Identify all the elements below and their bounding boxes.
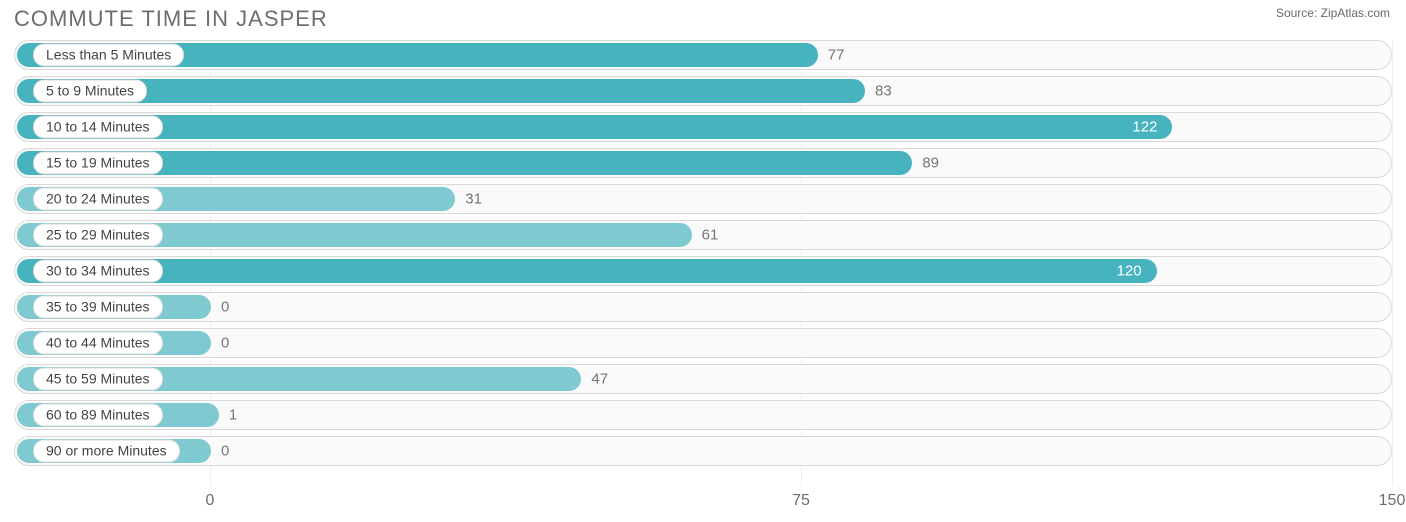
source-prefix: Source:: [1276, 6, 1321, 20]
bar-value-label: 0: [221, 335, 229, 352]
bar-category-label: 45 to 59 Minutes: [33, 368, 163, 391]
bar-value-label: 83: [875, 83, 892, 100]
bar-value-label: 89: [922, 155, 939, 172]
x-axis-labels: 075150: [14, 492, 1392, 518]
bar-category-label: 25 to 29 Minutes: [33, 224, 163, 247]
bar-track: 25 to 29 Minutes 61: [14, 220, 1392, 250]
bars-container: Less than 5 Minutes 77 5 to 9 Minutes 83 10 …: [14, 40, 1392, 466]
bar-category-label: 60 to 89 Minutes: [33, 404, 163, 427]
bar-category-label: 15 to 19 Minutes: [33, 152, 163, 175]
bar-value-label: 0: [221, 443, 229, 460]
chart-title: COMMUTE TIME IN JASPER: [14, 6, 328, 32]
bar-category-label: 30 to 34 Minutes: [33, 260, 163, 283]
bar-category-label: 20 to 24 Minutes: [33, 188, 163, 211]
bar-category-label: 40 to 44 Minutes: [33, 332, 163, 355]
bar-category-label: 10 to 14 Minutes: [33, 116, 163, 139]
bar-value-label: 122: [1132, 119, 1157, 136]
bar-category-label: 35 to 39 Minutes: [33, 296, 163, 319]
x-axis-tick-label: 150: [1379, 492, 1406, 510]
bar-value-label: 31: [465, 191, 482, 208]
bar-fill: [17, 115, 1172, 139]
bar-track: 90 or more Minutes 0: [14, 436, 1392, 466]
bar-value-label: 47: [591, 371, 608, 388]
bar-track: Less than 5 Minutes 77: [14, 40, 1392, 70]
bar-value-label: 61: [702, 227, 719, 244]
x-axis-tick-label: 75: [792, 492, 810, 510]
bar-track: 20 to 24 Minutes 31: [14, 184, 1392, 214]
bar-track: 35 to 39 Minutes 0: [14, 292, 1392, 322]
bar-category-label: 5 to 9 Minutes: [33, 80, 147, 103]
bar-track: 60 to 89 Minutes 1: [14, 400, 1392, 430]
bar-track: 30 to 34 Minutes 120: [14, 256, 1392, 286]
bar-value-label: 120: [1117, 263, 1142, 280]
bar-track: 5 to 9 Minutes 83: [14, 76, 1392, 106]
bar-track: 10 to 14 Minutes 122: [14, 112, 1392, 142]
chart-header: COMMUTE TIME IN JASPER Source: ZipAtlas.…: [0, 0, 1406, 32]
chart-source: Source: ZipAtlas.com: [1276, 6, 1390, 20]
bar-track: 15 to 19 Minutes 89: [14, 148, 1392, 178]
x-axis-tick-label: 0: [206, 492, 215, 510]
bar-value-label: 0: [221, 299, 229, 316]
bar-fill: [17, 259, 1157, 283]
bar-track: 40 to 44 Minutes 0: [14, 328, 1392, 358]
bar-category-label: Less than 5 Minutes: [33, 44, 184, 67]
bar-category-label: 90 or more Minutes: [33, 440, 180, 463]
bar-value-label: 77: [828, 47, 845, 64]
source-name: ZipAtlas.com: [1321, 6, 1390, 20]
bar-track: 45 to 59 Minutes 47: [14, 364, 1392, 394]
chart-area: Less than 5 Minutes 77 5 to 9 Minutes 83 10 …: [14, 40, 1392, 486]
bar-value-label: 1: [229, 407, 237, 424]
gridline: [1392, 40, 1393, 486]
